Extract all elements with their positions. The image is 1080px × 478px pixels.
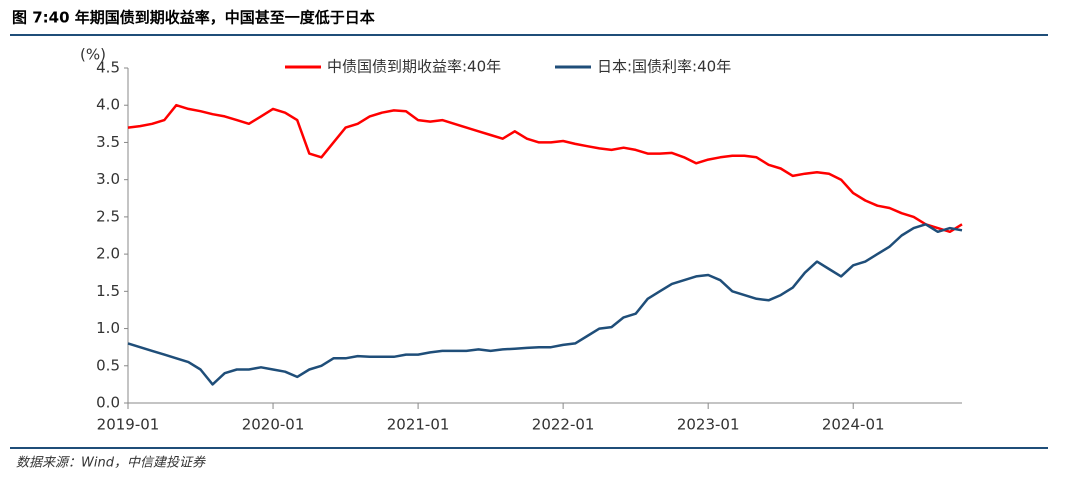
source: 数据来源：Wind，中信建投证券 (16, 456, 206, 471)
legend-label: 中债国债到期收益率:40年 (327, 58, 501, 76)
x-tick-label: 2021-01 (387, 416, 450, 434)
x-tick-label: 2022-01 (532, 416, 595, 434)
y-tick-label: 3.5 (96, 133, 120, 151)
legend-label: 日本:国债利率:40年 (597, 58, 731, 76)
y-tick-label: 4.5 (96, 59, 120, 77)
y-tick-label: 1.5 (96, 282, 120, 300)
series-line (127, 103, 963, 234)
y-tick-label: 4.0 (96, 96, 120, 114)
y-tick-label: 0.5 (96, 356, 120, 374)
x-tick-label: 2024-01 (822, 416, 885, 434)
y-tick-label: 2.5 (96, 207, 120, 225)
x-tick-label: 2019-01 (97, 416, 160, 434)
y-unit: (%) (80, 46, 106, 64)
y-tick-label: 0.0 (96, 394, 120, 412)
y-tick-label: 3.0 (96, 170, 120, 188)
x-tick-label: 2020-01 (242, 416, 305, 434)
y-tick-label: 2.0 (96, 245, 120, 263)
x-tick-label: 2023-01 (677, 416, 740, 434)
series-line (127, 223, 963, 386)
chart-title: 图 7:40 年期国债到期收益率，中国甚至一度低于日本 (12, 9, 375, 27)
y-tick-label: 1.0 (96, 319, 120, 337)
